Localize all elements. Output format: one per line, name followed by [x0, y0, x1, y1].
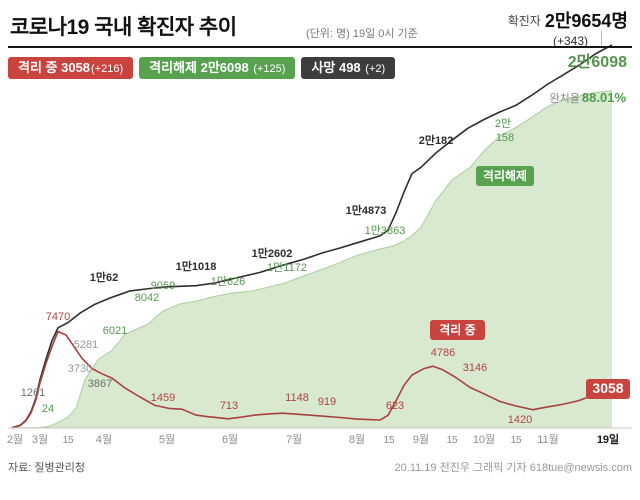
x-tick-label: 8월	[349, 433, 365, 446]
badge-active-delta: (+216)	[91, 63, 124, 75]
x-tick-label: 11월	[537, 433, 559, 446]
total-confirmed: 확진자 2만9654명 (+343)	[508, 7, 628, 48]
data-label: 6021	[103, 325, 127, 337]
x-tick-label: 5월	[159, 433, 175, 446]
cure-rate-value: 88.01%	[581, 90, 626, 105]
data-label: 4786	[431, 347, 455, 359]
credit-note: 20.11.19 전진우 그래픽 기자 618tue@newsis.com	[394, 462, 632, 474]
x-tick-label: 15	[62, 435, 74, 446]
data-label: 1만3863	[365, 224, 406, 237]
data-label: 8042	[135, 292, 159, 304]
data-label: 1만2602	[252, 246, 293, 260]
data-label: 1만626	[211, 275, 246, 288]
total-confirmed-delta: (+343)	[552, 34, 588, 48]
data-label: 1만62	[90, 270, 118, 284]
active-line	[11, 330, 613, 429]
chart-badge-label: 격리 중	[439, 322, 475, 337]
released-area	[12, 90, 612, 429]
chart-badge	[476, 166, 534, 186]
data-label: 1420	[508, 414, 532, 426]
x-tick-label: 6월	[222, 433, 238, 446]
page-title: 코로나19 국내 확진자 추이	[10, 16, 237, 39]
source-note: 자료: 질병관리청	[8, 462, 85, 474]
total-confirmed-label: 확진자	[507, 14, 541, 28]
total-confirmed-value: 2만9654명	[544, 11, 628, 31]
header-divider	[8, 46, 632, 48]
data-label: 713	[220, 400, 238, 412]
x-tick-label: 9월	[413, 433, 429, 446]
x-tick-label: 2월	[7, 433, 23, 446]
cure-rate-label: 완치율	[549, 93, 580, 105]
badge-deaths: 사망 498 (+2)	[301, 57, 396, 79]
data-label: 2만6098	[568, 53, 627, 71]
data-label: 5281	[74, 339, 98, 351]
data-label: 1148	[285, 392, 309, 404]
chart-badge	[586, 379, 630, 399]
x-tick-label: 15	[383, 435, 395, 446]
chart-badge	[430, 320, 485, 340]
x-tick-label: 3월	[32, 433, 48, 446]
data-label: 7470	[46, 311, 70, 323]
legend-badges: 격리 중 3058(+216) 격리해제 2만6098 (+125) 사망 49…	[8, 57, 396, 79]
data-label: 158	[496, 132, 514, 144]
released-line	[11, 90, 613, 429]
badge-released-text: 격리해제 2만6098	[149, 60, 249, 75]
badge-active-text: 격리 중 3058	[18, 60, 91, 75]
data-label: 2만182	[419, 133, 454, 147]
data-label: 1만4873	[346, 203, 387, 217]
badge-deaths-delta: (+2)	[365, 63, 386, 75]
confirmed-line	[11, 44, 613, 429]
data-label: 2만	[495, 117, 511, 130]
data-label: 3867	[88, 378, 112, 390]
x-tick-label: 10월	[473, 433, 495, 446]
badge-released: 격리해제 2만6098 (+125)	[139, 57, 296, 79]
cure-rate: 완치율 88.01%	[550, 90, 626, 106]
x-tick-label: 15	[510, 435, 522, 446]
data-label: 919	[318, 396, 336, 408]
data-label: 9059	[151, 280, 175, 292]
data-label: 24	[42, 403, 54, 415]
x-tick-label: 4월	[96, 433, 112, 446]
data-label: 1261	[21, 387, 45, 399]
chart-badge-label: 격리해제	[483, 168, 527, 183]
badge-deaths-text: 사망 498	[311, 60, 361, 75]
pointer-line	[601, 31, 602, 46]
data-label: 623	[386, 400, 404, 412]
unit-note: (단위: 명) 19일 0시 기준	[306, 28, 418, 40]
x-tick-label: 19일	[597, 432, 619, 446]
data-label: 3146	[463, 362, 487, 374]
x-tick-label: 7월	[286, 433, 302, 446]
badge-active: 격리 중 3058(+216)	[8, 57, 134, 79]
data-label: 1만1172	[267, 261, 307, 274]
data-label: 1459	[151, 392, 175, 404]
data-label: 3730	[68, 363, 92, 375]
chart-badge-label: 3058	[592, 380, 623, 396]
badge-released-delta: (+125)	[253, 63, 286, 75]
data-label: 1만1018	[176, 259, 217, 273]
x-tick-label: 15	[446, 435, 458, 446]
